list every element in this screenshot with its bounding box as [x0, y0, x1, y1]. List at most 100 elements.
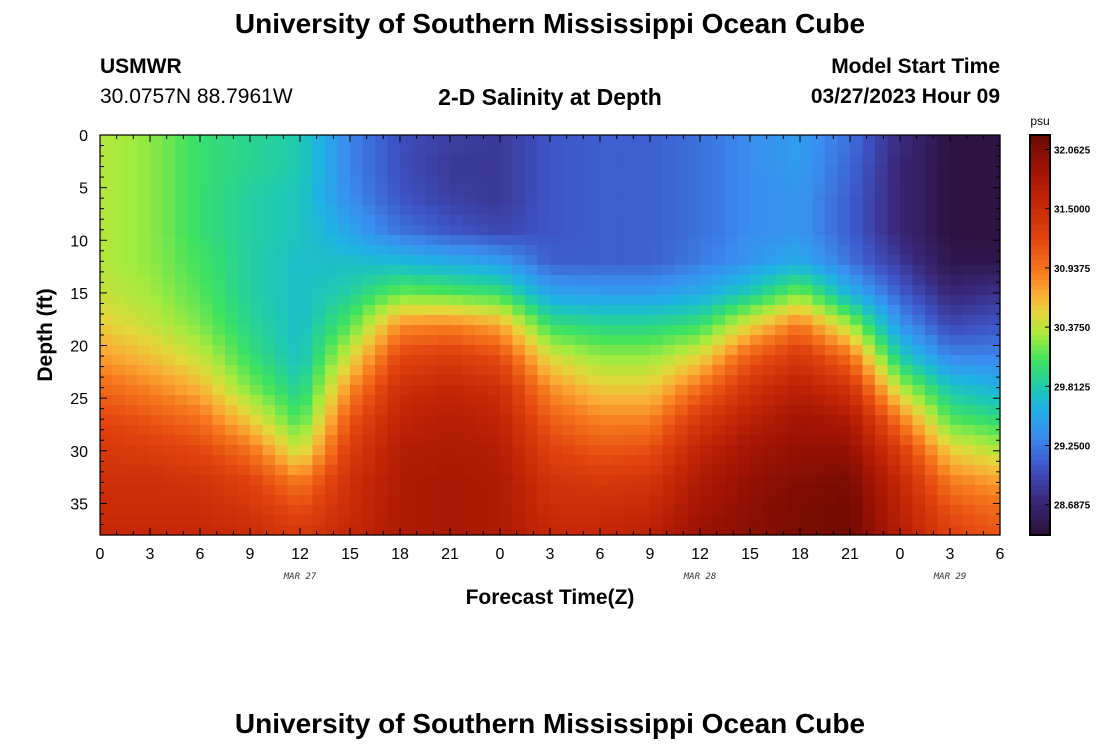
heatmap-cell	[262, 175, 276, 186]
colorbar-segment	[1030, 380, 1050, 386]
heatmap-cell	[950, 435, 964, 446]
heatmap-cell	[900, 375, 914, 386]
heatmap-cell	[450, 365, 464, 376]
heatmap-cell	[600, 195, 614, 206]
heatmap-cell	[600, 185, 614, 196]
heatmap-cell	[350, 475, 364, 486]
heatmap-cell	[975, 295, 989, 306]
heatmap-cell	[137, 475, 151, 486]
heatmap-cell	[462, 475, 476, 486]
heatmap-cell	[837, 315, 851, 326]
heatmap-cell	[387, 285, 401, 296]
heatmap-cell	[675, 365, 689, 376]
heatmap-cell	[537, 365, 551, 376]
heatmap-cell	[112, 355, 126, 366]
heatmap-cell	[487, 495, 501, 506]
heatmap-cell	[175, 265, 189, 276]
heatmap-cell	[887, 195, 901, 206]
heatmap-cell	[175, 415, 189, 426]
heatmap-cell	[412, 245, 426, 256]
heatmap-cell	[200, 505, 214, 516]
heatmap-cell	[200, 245, 214, 256]
page-title: University of Southern Mississippi Ocean…	[234, 8, 866, 39]
heatmap-cell	[575, 395, 589, 406]
heatmap-cell	[512, 365, 526, 376]
heatmap-cell	[800, 405, 814, 416]
heatmap-cell	[550, 365, 564, 376]
heatmap-cell	[387, 425, 401, 436]
heatmap-cell	[825, 155, 839, 166]
heatmap-cell	[512, 245, 526, 256]
heatmap-cell	[725, 245, 739, 256]
heatmap-cell	[250, 155, 264, 166]
heatmap-cell	[262, 415, 276, 426]
heatmap-cell	[500, 505, 514, 516]
heatmap-cell	[350, 415, 364, 426]
heatmap-cell	[925, 515, 939, 526]
heatmap-cell	[800, 365, 814, 376]
heatmap-cell	[412, 165, 426, 176]
colorbar-segment	[1030, 260, 1050, 266]
heatmap-cell	[387, 295, 401, 306]
heatmap-cell	[350, 325, 364, 336]
heatmap-cell	[787, 195, 801, 206]
heatmap-cell	[300, 145, 314, 156]
heatmap-cell	[250, 195, 264, 206]
heatmap-cell	[637, 175, 651, 186]
heatmap-cell	[462, 315, 476, 326]
heatmap-cell	[275, 495, 289, 506]
heatmap-cell	[925, 275, 939, 286]
heatmap-cell	[362, 395, 376, 406]
heatmap-cell	[400, 285, 414, 296]
heatmap-cell	[137, 355, 151, 366]
heatmap-cell	[950, 415, 964, 426]
heatmap-cell	[575, 445, 589, 456]
heatmap-cell	[275, 475, 289, 486]
heatmap-cell	[300, 135, 314, 146]
heatmap-cell	[900, 215, 914, 226]
heatmap-cell	[337, 155, 351, 166]
heatmap-cell	[925, 285, 939, 296]
heatmap-cell	[375, 245, 389, 256]
heatmap-cell	[887, 295, 901, 306]
heatmap-cell	[925, 265, 939, 276]
heatmap-cell	[312, 255, 326, 266]
heatmap-cell	[425, 465, 439, 476]
heatmap-cell	[425, 405, 439, 416]
heatmap-cell	[162, 435, 176, 446]
heatmap-cell	[412, 505, 426, 516]
heatmap-cell	[375, 525, 389, 536]
heatmap-cell	[650, 325, 664, 336]
heatmap-cell	[425, 285, 439, 296]
heatmap-cell	[900, 345, 914, 356]
heatmap-cell	[650, 185, 664, 196]
heatmap-cell	[587, 195, 601, 206]
heatmap-cell	[625, 325, 639, 336]
colorbar-tick-label: 30.9375	[1054, 264, 1091, 275]
heatmap-cell	[287, 135, 301, 146]
heatmap-cell	[150, 365, 164, 376]
colorbar-segment	[1030, 395, 1050, 401]
heatmap-cell	[325, 245, 339, 256]
heatmap-cell	[225, 265, 239, 276]
heatmap-cell	[287, 525, 301, 536]
heatmap-cell	[362, 365, 376, 376]
heatmap-cell	[737, 395, 751, 406]
heatmap-cell	[550, 485, 564, 496]
heatmap-cell	[250, 255, 264, 266]
heatmap-cell	[725, 375, 739, 386]
heatmap-cell	[912, 475, 926, 486]
heatmap-cell	[462, 345, 476, 356]
heatmap-cell	[950, 245, 964, 256]
x-tick-label: 9	[646, 546, 655, 563]
heatmap-cell	[837, 415, 851, 426]
heatmap-cell	[400, 325, 414, 336]
heatmap-cell	[412, 445, 426, 456]
heatmap-cell	[275, 145, 289, 156]
heatmap-cell	[237, 435, 251, 446]
heatmap-cell	[287, 335, 301, 346]
heatmap-cell	[150, 495, 164, 506]
heatmap-cell	[112, 345, 126, 356]
heatmap-cell	[487, 285, 501, 296]
heatmap-cell	[862, 175, 876, 186]
